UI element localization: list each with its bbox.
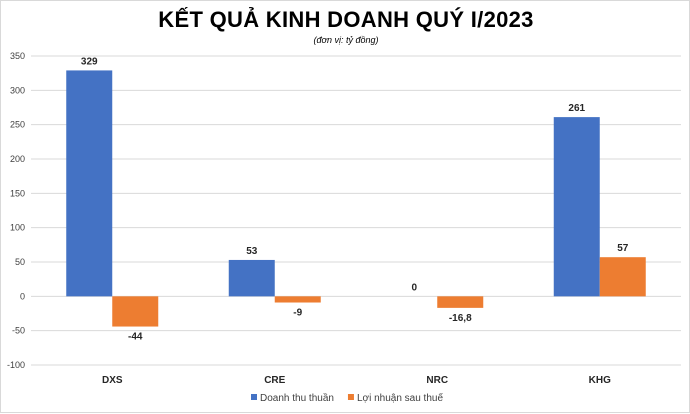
bar-dxs-series-1 xyxy=(66,70,113,297)
y-tick-label: -50 xyxy=(12,326,25,336)
bar-cre-series-2 xyxy=(274,296,321,303)
chart-subtitle: (đơn vị: tỷ đồng) xyxy=(313,35,379,45)
y-tick-label: 100 xyxy=(10,223,25,233)
data-label: 329 xyxy=(81,56,98,67)
data-label: -44 xyxy=(128,332,143,343)
x-category-label: NRC xyxy=(426,375,448,386)
legend-swatch xyxy=(347,394,354,400)
data-label: 0 xyxy=(411,282,417,293)
data-label: -9 xyxy=(293,308,302,319)
x-category-label: CRE xyxy=(264,375,285,386)
x-category-label: DXS xyxy=(102,375,123,386)
data-label: 53 xyxy=(246,246,258,257)
y-tick-label: 200 xyxy=(10,154,25,164)
y-tick-label: -100 xyxy=(7,360,25,370)
data-label: 57 xyxy=(617,243,629,254)
chart-title: KẾT QUẢ KINH DOANH QUÝ I/2023 xyxy=(158,7,534,32)
bar-cre-series-1 xyxy=(228,259,275,297)
legend-item-label: Doanh thu thuần xyxy=(260,392,334,404)
legend-item-label: Lợi nhuận sau thuế xyxy=(357,392,444,404)
bar-khg-series-1 xyxy=(553,117,600,297)
y-tick-label: 250 xyxy=(10,120,25,130)
data-label: 261 xyxy=(568,103,585,114)
x-category-label: KHG xyxy=(589,375,611,386)
data-label: -16,8 xyxy=(449,313,472,324)
bar-khg-series-2 xyxy=(599,257,646,297)
y-tick-label: 300 xyxy=(10,85,25,95)
legend-swatch xyxy=(251,394,257,400)
bar-dxs-series-2 xyxy=(112,296,159,327)
y-tick-label: 150 xyxy=(10,188,25,198)
y-tick-label: 0 xyxy=(20,291,25,301)
bar-nrc-series-2 xyxy=(437,296,484,308)
y-tick-label: 50 xyxy=(15,257,25,267)
y-tick-label: 350 xyxy=(10,51,25,61)
